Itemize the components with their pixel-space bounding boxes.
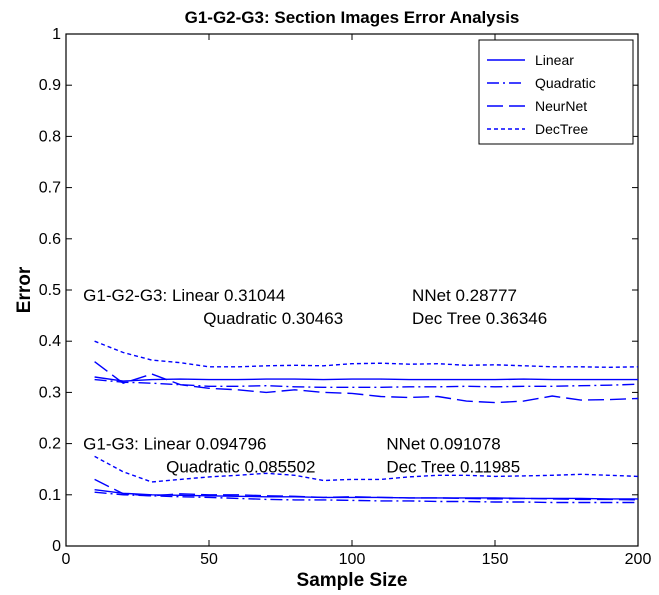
y-axis-label: Error xyxy=(14,266,35,313)
x-tick-label: 50 xyxy=(200,551,218,568)
y-tick-label: 0.3 xyxy=(39,384,61,401)
y-tick-label: 0.2 xyxy=(39,436,61,453)
annotation: Quadratic 0.085502 xyxy=(166,458,315,477)
y-tick-label: 1 xyxy=(52,26,61,43)
chart-title: G1-G2-G3: Section Images Error Analysis xyxy=(185,8,520,27)
y-tick-label: 0 xyxy=(52,538,61,555)
legend-label-quadratic: Quadratic xyxy=(535,75,596,91)
annotation-layer: G1-G2-G3: Linear 0.31044 NNet 0.28777 Quad… xyxy=(83,286,547,477)
annotation: Quadratic 0.30463 xyxy=(203,309,343,328)
legend: Linear Quadratic NeurNet DecTree xyxy=(478,39,634,145)
x-tick-label: 200 xyxy=(625,551,652,568)
y-tick-label: 0.8 xyxy=(39,128,61,145)
annotation: NNet 0.28777 xyxy=(412,286,517,305)
x-tick-label: 150 xyxy=(482,551,509,568)
y-tick-label: 0.5 xyxy=(39,282,61,299)
series-line-g1-g3-quadratic xyxy=(94,491,638,504)
y-tick-label: 0.6 xyxy=(39,231,61,248)
series-line-g1-g2-g3-dectree xyxy=(94,340,639,369)
y-tick-label: 0.1 xyxy=(39,487,61,504)
annotation: G1-G3: Linear 0.094796 xyxy=(83,435,266,454)
x-tick-label: 100 xyxy=(339,551,366,568)
legend-box xyxy=(478,39,634,145)
plot-area: 0 50 100 150 200 0 0.1 0.2 0.3 0.4 0.5 0.6 0.7 0.8 0.9… xyxy=(39,26,652,568)
x-tick-label: 0 xyxy=(62,551,71,568)
series-line-g1-g2-g3-neurnet xyxy=(94,361,639,404)
annotation: Dec Tree 0.36346 xyxy=(412,309,547,328)
series-layer xyxy=(94,340,639,504)
series-line-g1-g2-g3-linear xyxy=(94,376,638,382)
series-line-g1-g3-neurnet xyxy=(94,478,639,501)
annotation: G1-G2-G3: Linear 0.31044 xyxy=(83,286,285,305)
annotation: Dec Tree 0.11985 xyxy=(386,458,520,477)
legend-label-neurnet: NeurNet xyxy=(535,98,587,114)
y-tick-label: 0.7 xyxy=(39,180,61,197)
legend-label-linear: Linear xyxy=(535,52,574,68)
x-axis-label: Sample Size xyxy=(297,570,408,591)
y-tick-label: 0.9 xyxy=(39,77,61,94)
annotation: NNet 0.091078 xyxy=(386,435,500,454)
legend-label-dectree: DecTree xyxy=(535,121,588,137)
y-tick-label: 0.4 xyxy=(39,333,61,350)
